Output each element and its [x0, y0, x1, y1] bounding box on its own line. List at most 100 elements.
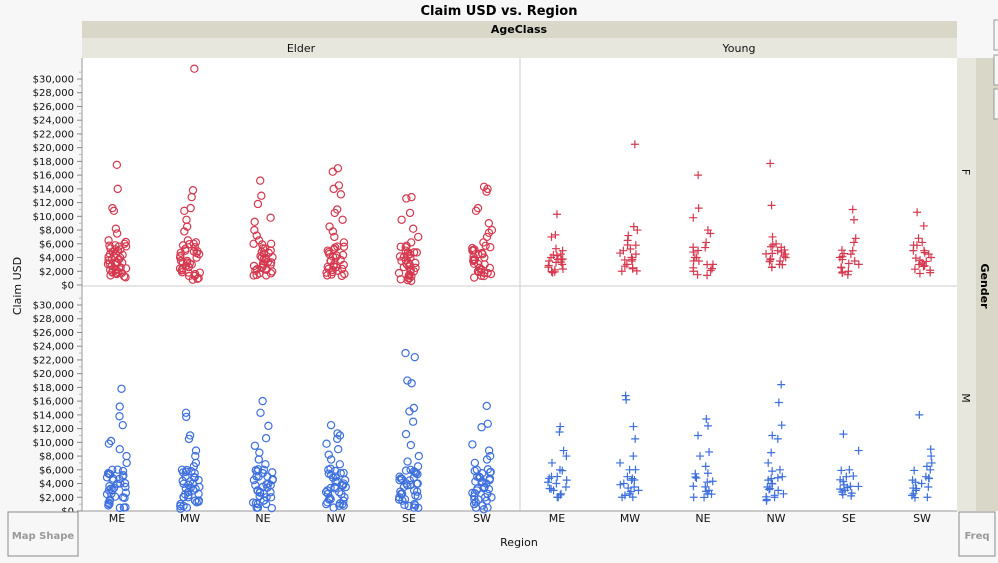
data-point[interactable]: [706, 266, 715, 275]
data-point[interactable]: [268, 475, 277, 485]
data-point[interactable]: [339, 238, 349, 247]
data-point[interactable]: [257, 253, 267, 262]
data-point[interactable]: [250, 225, 259, 235]
data-point[interactable]: [256, 408, 265, 418]
data-point[interactable]: [773, 246, 782, 255]
data-point[interactable]: [261, 499, 271, 509]
data-point[interactable]: [845, 465, 854, 474]
data-point[interactable]: [183, 493, 193, 502]
data-point[interactable]: [628, 264, 637, 273]
data-point[interactable]: [118, 420, 127, 430]
data-point[interactable]: [115, 402, 124, 411]
data-point[interactable]: [401, 466, 411, 475]
data-point[interactable]: [631, 241, 640, 250]
data-point[interactable]: [774, 486, 783, 495]
data-point[interactable]: [113, 465, 122, 474]
data-point[interactable]: [919, 262, 928, 271]
freq-drop-zone[interactable]: [958, 511, 996, 557]
data-point[interactable]: [109, 206, 119, 216]
data-point[interactable]: [917, 479, 926, 488]
data-point[interactable]: [620, 262, 629, 271]
data-point[interactable]: [693, 270, 702, 279]
data-point[interactable]: [777, 421, 786, 430]
data-point[interactable]: [854, 260, 863, 269]
data-point[interactable]: [176, 501, 185, 511]
data-point[interactable]: [395, 252, 405, 261]
side-button[interactable]: [993, 54, 998, 86]
data-point[interactable]: [252, 472, 261, 481]
data-point[interactable]: [121, 488, 131, 497]
data-point[interactable]: [406, 265, 415, 275]
data-point[interactable]: [262, 264, 271, 274]
data-point[interactable]: [550, 267, 559, 276]
group-x-header[interactable]: [82, 21, 957, 38]
data-point[interactable]: [405, 208, 415, 218]
data-point[interactable]: [191, 238, 201, 247]
data-point[interactable]: [106, 244, 115, 253]
data-point[interactable]: [701, 482, 710, 491]
data-point[interactable]: [120, 493, 129, 503]
data-point[interactable]: [180, 206, 189, 216]
data-point[interactable]: [414, 232, 423, 242]
data-point[interactable]: [484, 484, 494, 494]
data-point[interactable]: [252, 270, 261, 280]
data-point[interactable]: [773, 434, 782, 443]
data-point[interactable]: [394, 268, 404, 278]
side-button[interactable]: [993, 19, 998, 51]
data-point[interactable]: [255, 491, 264, 501]
data-point[interactable]: [330, 243, 340, 252]
data-point[interactable]: [249, 239, 258, 248]
data-point[interactable]: [689, 256, 698, 265]
data-point[interactable]: [848, 205, 857, 214]
data-point[interactable]: [910, 493, 919, 502]
data-point[interactable]: [178, 241, 188, 250]
data-point[interactable]: [411, 469, 421, 478]
data-point[interactable]: [631, 434, 640, 443]
y-axis-title[interactable]: Claim USD: [11, 257, 24, 315]
data-point[interactable]: [846, 482, 855, 491]
data-point[interactable]: [250, 441, 260, 450]
data-point[interactable]: [471, 503, 481, 512]
data-point[interactable]: [114, 267, 123, 277]
data-point[interactable]: [484, 218, 494, 228]
data-point[interactable]: [186, 483, 195, 492]
data-point[interactable]: [920, 261, 929, 270]
data-point[interactable]: [694, 204, 703, 213]
map-shape-drop-zone[interactable]: [7, 511, 79, 557]
data-point[interactable]: [553, 472, 562, 481]
data-point[interactable]: [849, 238, 858, 247]
data-point[interactable]: [622, 395, 631, 404]
data-point[interactable]: [551, 230, 560, 239]
data-point[interactable]: [767, 263, 776, 272]
data-point[interactable]: [553, 493, 562, 502]
data-point[interactable]: [403, 457, 412, 466]
data-point[interactable]: [468, 440, 477, 449]
data-point[interactable]: [703, 469, 712, 478]
data-point[interactable]: [326, 455, 336, 464]
data-point[interactable]: [180, 227, 189, 236]
data-point[interactable]: [780, 245, 789, 254]
data-point[interactable]: [630, 140, 639, 149]
data-point[interactable]: [192, 498, 201, 507]
data-point[interactable]: [707, 264, 716, 273]
data-point[interactable]: [691, 472, 700, 481]
data-point[interactable]: [914, 234, 923, 243]
data-point[interactable]: [194, 273, 203, 283]
data-point[interactable]: [405, 407, 414, 416]
data-point[interactable]: [324, 450, 333, 459]
data-point[interactable]: [339, 260, 348, 270]
data-point[interactable]: [482, 401, 491, 411]
data-point[interactable]: [926, 465, 935, 474]
data-point[interactable]: [400, 500, 409, 510]
data-point[interactable]: [544, 261, 553, 270]
data-point[interactable]: [927, 458, 936, 467]
data-point[interactable]: [844, 259, 853, 268]
data-point[interactable]: [404, 501, 413, 511]
data-point[interactable]: [483, 419, 492, 428]
data-point[interactable]: [774, 398, 783, 407]
data-point[interactable]: [838, 268, 847, 277]
data-point[interactable]: [182, 412, 191, 422]
data-point[interactable]: [335, 501, 344, 510]
data-point[interactable]: [548, 268, 557, 277]
data-point[interactable]: [251, 466, 261, 475]
